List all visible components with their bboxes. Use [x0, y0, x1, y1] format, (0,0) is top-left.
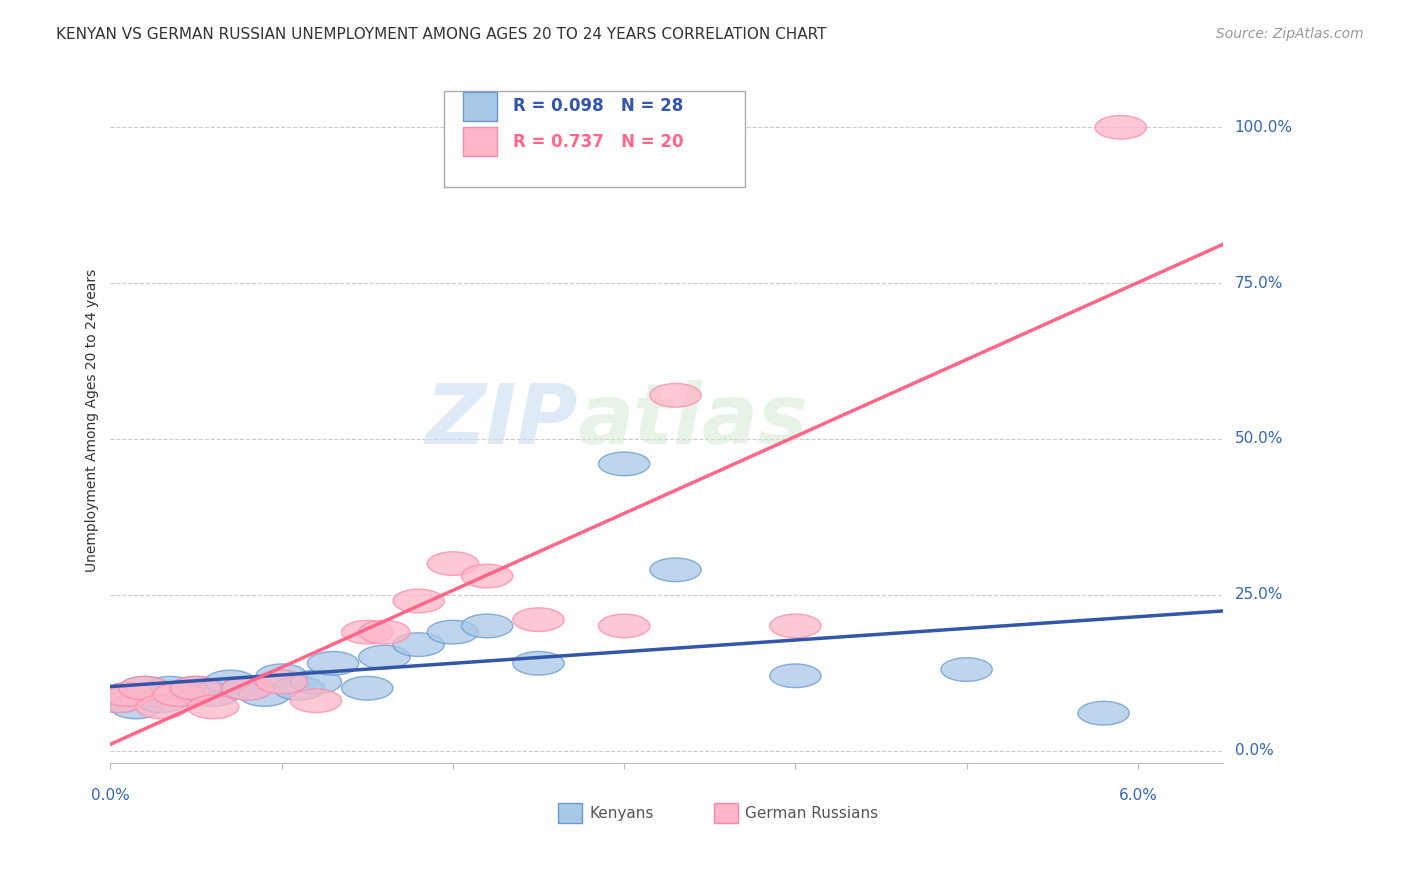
Ellipse shape	[599, 614, 650, 638]
FancyBboxPatch shape	[444, 91, 745, 187]
Text: 25.0%: 25.0%	[1234, 587, 1282, 602]
Text: 75.0%: 75.0%	[1234, 276, 1282, 291]
Text: German Russians: German Russians	[745, 805, 877, 821]
FancyBboxPatch shape	[558, 803, 582, 823]
Text: 50.0%: 50.0%	[1234, 432, 1282, 446]
Ellipse shape	[153, 682, 205, 706]
Text: ZIP: ZIP	[425, 380, 578, 461]
Ellipse shape	[342, 620, 392, 644]
Ellipse shape	[128, 682, 179, 706]
Ellipse shape	[941, 657, 993, 681]
Ellipse shape	[170, 676, 222, 700]
Ellipse shape	[650, 558, 702, 582]
Ellipse shape	[461, 565, 513, 588]
Ellipse shape	[769, 664, 821, 688]
Ellipse shape	[1095, 115, 1146, 139]
Ellipse shape	[187, 695, 239, 719]
Ellipse shape	[392, 632, 444, 657]
Ellipse shape	[427, 620, 478, 644]
Ellipse shape	[222, 676, 273, 700]
Y-axis label: Unemployment Among Ages 20 to 24 years: Unemployment Among Ages 20 to 24 years	[86, 268, 100, 572]
Ellipse shape	[1078, 701, 1129, 725]
Ellipse shape	[153, 682, 205, 706]
FancyBboxPatch shape	[463, 92, 496, 120]
Text: R = 0.737   N = 20: R = 0.737 N = 20	[513, 133, 683, 151]
FancyBboxPatch shape	[714, 803, 738, 823]
Ellipse shape	[427, 552, 478, 575]
Ellipse shape	[359, 645, 411, 669]
Ellipse shape	[392, 589, 444, 613]
Ellipse shape	[222, 676, 273, 700]
Ellipse shape	[120, 676, 170, 700]
Ellipse shape	[256, 664, 308, 688]
Ellipse shape	[290, 689, 342, 713]
Text: 0.0%: 0.0%	[91, 788, 129, 803]
Text: atlas: atlas	[578, 380, 808, 461]
Ellipse shape	[205, 670, 256, 694]
Text: Kenyans: Kenyans	[589, 805, 654, 821]
Ellipse shape	[308, 651, 359, 675]
Ellipse shape	[120, 676, 170, 700]
Text: KENYAN VS GERMAN RUSSIAN UNEMPLOYMENT AMONG AGES 20 TO 24 YEARS CORRELATION CHAR: KENYAN VS GERMAN RUSSIAN UNEMPLOYMENT AM…	[56, 27, 827, 42]
Ellipse shape	[513, 607, 564, 632]
Ellipse shape	[256, 670, 308, 694]
Text: R = 0.098   N = 28: R = 0.098 N = 28	[513, 97, 683, 115]
Ellipse shape	[101, 682, 153, 706]
Ellipse shape	[359, 620, 411, 644]
Ellipse shape	[136, 689, 187, 713]
Text: Source: ZipAtlas.com: Source: ZipAtlas.com	[1216, 27, 1364, 41]
Ellipse shape	[342, 676, 392, 700]
Ellipse shape	[145, 676, 195, 700]
Text: 6.0%: 6.0%	[1118, 788, 1157, 803]
FancyBboxPatch shape	[463, 128, 496, 156]
Ellipse shape	[93, 689, 145, 713]
Text: 100.0%: 100.0%	[1234, 120, 1292, 135]
Ellipse shape	[290, 670, 342, 694]
Ellipse shape	[650, 384, 702, 407]
Text: 0.0%: 0.0%	[1234, 743, 1274, 758]
Ellipse shape	[273, 676, 325, 700]
Ellipse shape	[170, 676, 222, 700]
Ellipse shape	[111, 695, 162, 719]
Ellipse shape	[101, 682, 153, 706]
Ellipse shape	[239, 682, 290, 706]
Ellipse shape	[187, 682, 239, 706]
Ellipse shape	[769, 614, 821, 638]
Ellipse shape	[136, 695, 187, 719]
Ellipse shape	[461, 614, 513, 638]
Ellipse shape	[93, 689, 145, 713]
Ellipse shape	[513, 651, 564, 675]
Ellipse shape	[599, 452, 650, 475]
